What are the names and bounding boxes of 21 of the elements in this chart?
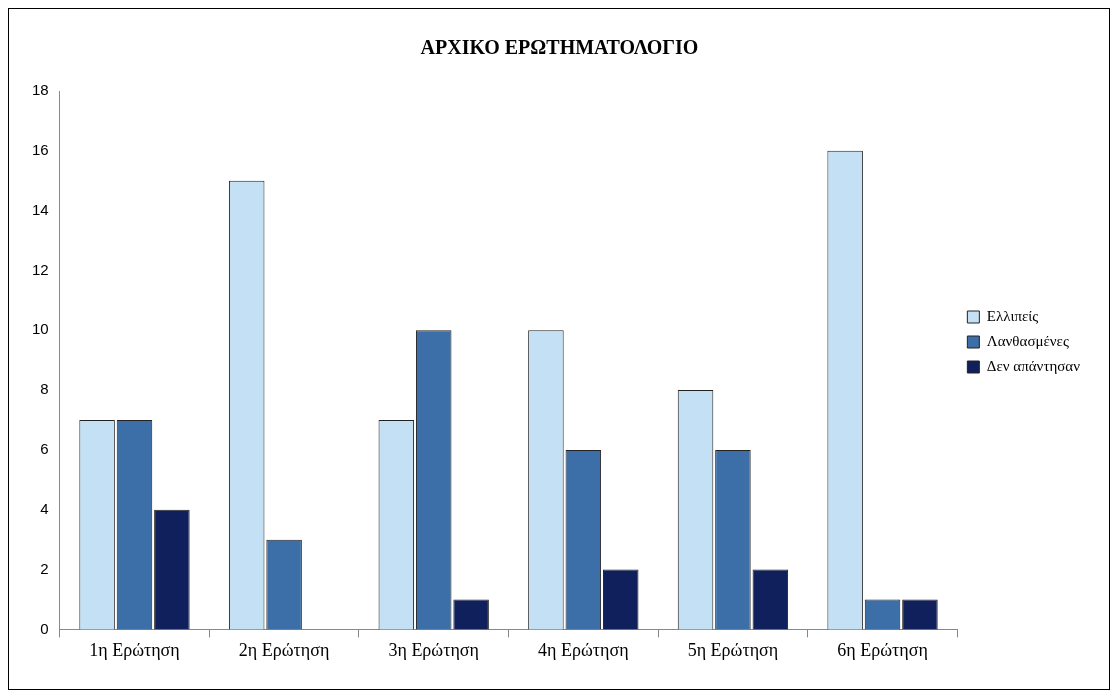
y-tick-label: 14 bbox=[32, 200, 49, 218]
legend-label: Δεν απάντησαν bbox=[986, 357, 1081, 374]
x-tick-label: 3η Ερώτηση bbox=[388, 639, 479, 660]
legend-label: Λανθασμένες bbox=[986, 332, 1069, 349]
x-tick-label: 1η Ερώτηση bbox=[89, 639, 180, 660]
y-tick-label: 2 bbox=[40, 559, 49, 577]
y-tick-label: 10 bbox=[32, 320, 49, 338]
x-tick-label: 5η Ερώτηση bbox=[687, 639, 779, 660]
chart-frame: Ελλιπείς Λανθασμένες Δεν απάντησαν ΑΡΧΙΚΟ ΕΡΩΤΗΜΑΤΟΛΟΓΙΟ 0 2 4 6 8 10 12 14 16 18 1η Ερώτηση 2η Ερώτηση 3η Ερώτηση 4η Ερώτηση 5η Ερώτηση 6η Ερώτηση bbox=[8, 8, 1110, 690]
x-tick-label: 6η Ερώτηση bbox=[837, 639, 928, 660]
legend-label: Ελλιπείς bbox=[986, 307, 1039, 324]
y-tick-label: 0 bbox=[40, 619, 49, 637]
y-tick-label: 8 bbox=[40, 380, 49, 398]
y-tick-label: 18 bbox=[32, 81, 49, 99]
chart-title: ΑΡΧΙΚΟ ΕΡΩΤΗΜΑΤΟΛΟΓΙΟ bbox=[420, 36, 699, 59]
y-tick-label: 6 bbox=[40, 440, 49, 458]
y-tick-label: 12 bbox=[32, 260, 49, 278]
y-tick-label: 16 bbox=[32, 140, 49, 158]
x-tick-label: 4η Ερώτηση bbox=[538, 639, 629, 660]
x-tick-label: 2η Ερώτηση bbox=[238, 639, 330, 660]
y-tick-label: 4 bbox=[40, 499, 49, 517]
